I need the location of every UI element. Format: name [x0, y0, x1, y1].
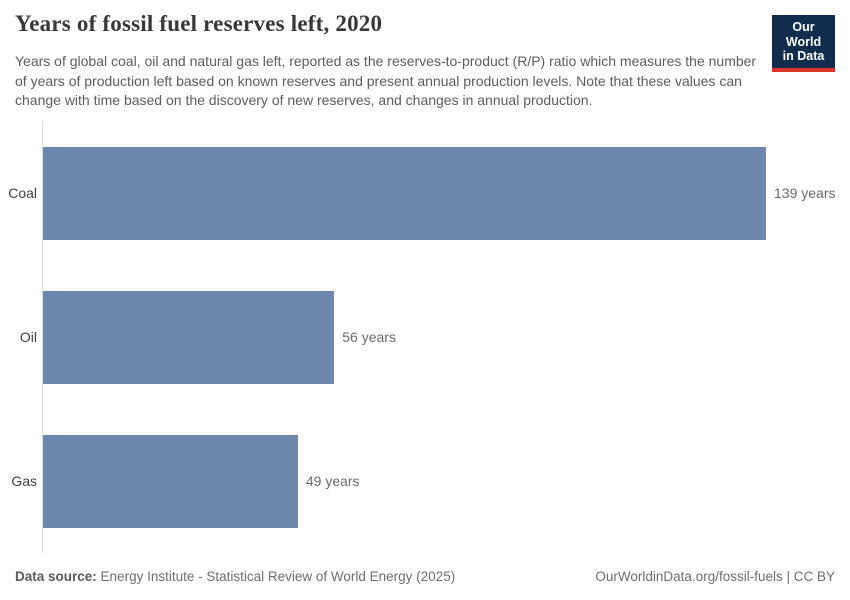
chart-rows: Coal 139 years Oil 56 years Gas 49 years	[0, 121, 850, 553]
value-label: 49 years	[305, 473, 360, 489]
bar-row: Oil 56 years	[0, 265, 850, 409]
bar[interactable]	[43, 290, 335, 384]
owid-logo-line2: in Data	[782, 49, 825, 63]
bar[interactable]	[43, 146, 766, 240]
bar-row: Gas 49 years	[0, 409, 850, 553]
data-source-text: Energy Institute - Statistical Review of…	[100, 569, 456, 584]
license-link[interactable]: OurWorldinData.org/fossil-fuels | CC BY	[595, 569, 835, 584]
category-label: Coal	[8, 185, 37, 201]
data-source-label: Data source:	[15, 569, 97, 584]
bar-area: 56 years	[43, 290, 766, 384]
y-axis-line	[42, 121, 43, 553]
data-source: Data source: Energy Institute - Statisti…	[15, 569, 455, 584]
owid-logo-line1: Our World	[785, 20, 822, 49]
page-title: Years of fossil fuel reserves left, 2020	[15, 11, 383, 36]
bar-row: Coal 139 years	[0, 121, 850, 265]
owid-logo[interactable]: Our World in Data	[772, 15, 835, 72]
chart-subtitle: Years of global coal, oil and natural ga…	[15, 53, 757, 108]
bar-area: 139 years	[43, 146, 835, 240]
category-label: Oil	[19, 329, 37, 345]
chart-footer: Data source: Energy Institute - Statisti…	[15, 569, 835, 584]
bar-chart: Coal 139 years Oil 56 years Gas 49 years	[0, 121, 850, 553]
bar-area: 49 years	[43, 434, 766, 528]
value-label: 56 years	[342, 329, 396, 345]
category-label: Gas	[11, 473, 37, 489]
bar[interactable]	[43, 434, 298, 528]
value-label: 139 years	[774, 185, 836, 201]
